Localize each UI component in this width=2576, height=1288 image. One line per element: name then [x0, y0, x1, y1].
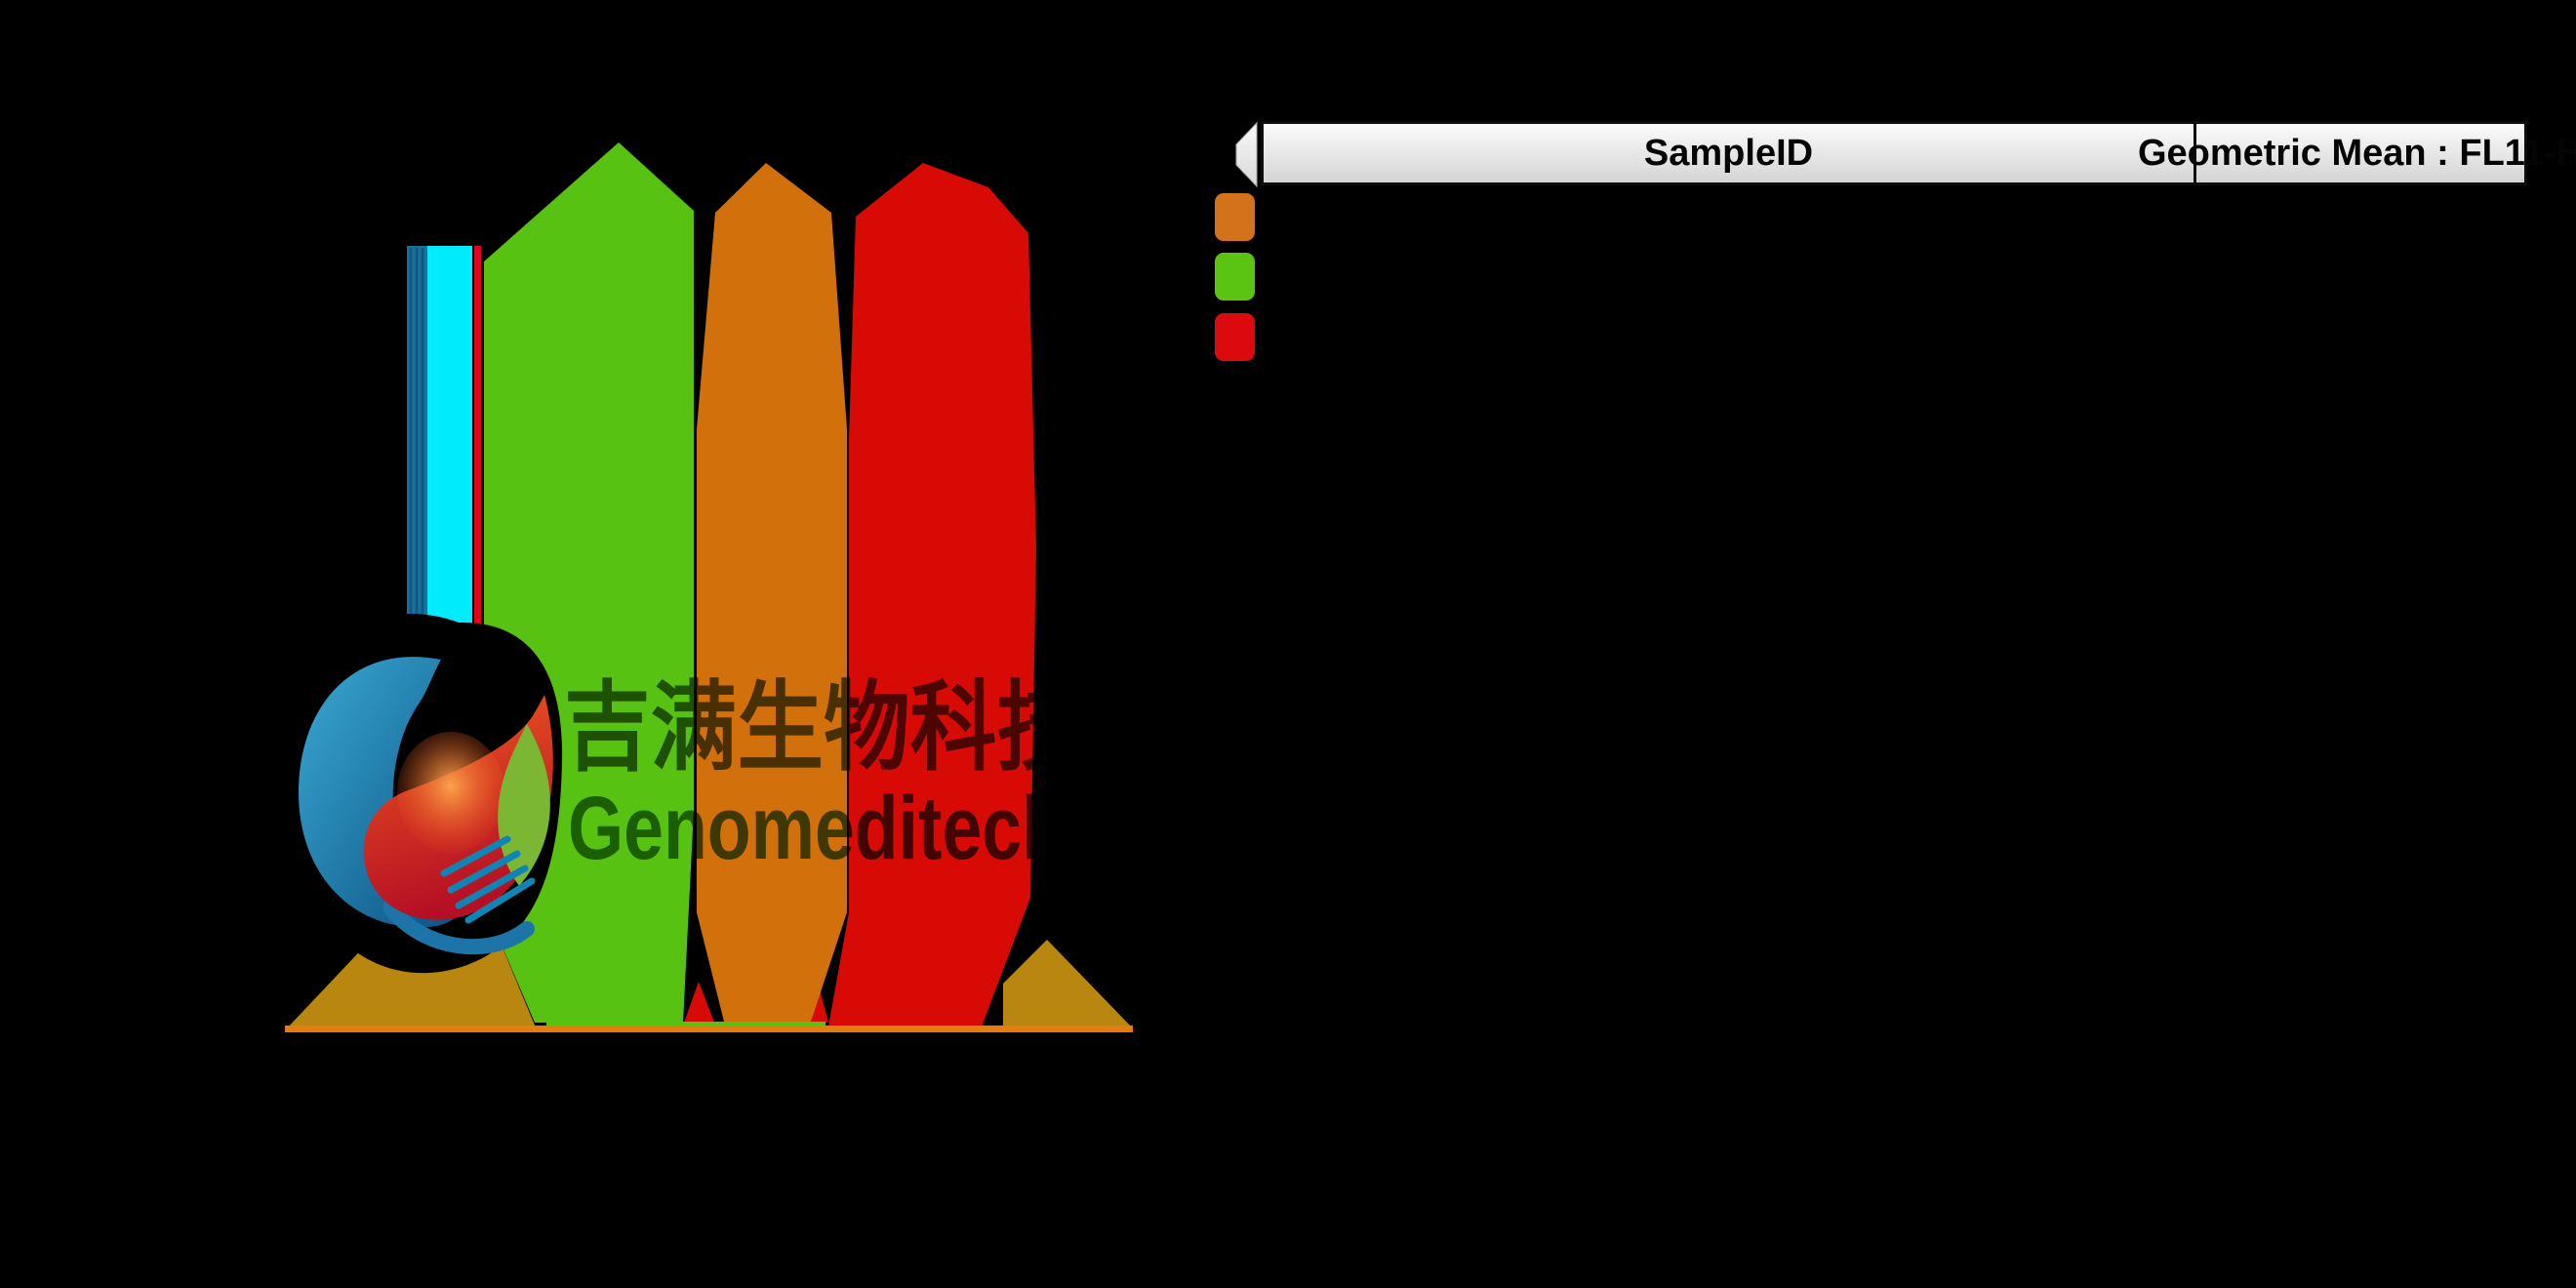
red-baseline-bump-2	[811, 989, 828, 1023]
legend-swatch-green[interactable]	[1215, 253, 1255, 301]
watermark-cn-text: 吉满生物科技	[564, 670, 1083, 785]
column-header-sampleid[interactable]: SampleID	[1643, 132, 1814, 174]
logo-drop-core-icon	[397, 732, 504, 853]
logo-dna-hatch-icon	[440, 835, 536, 924]
logo-green-leaf-icon	[498, 724, 550, 886]
legend-swatch-orange[interactable]	[1215, 193, 1255, 241]
logo-blue-swirl-icon	[299, 657, 468, 928]
olive-wide-right-area	[1003, 940, 1133, 1028]
red-baseline-bump-1	[684, 982, 714, 1023]
watermark-en-text: Genomeditech	[568, 779, 1066, 878]
red-sample-area	[828, 163, 1036, 1026]
baseline-strip	[285, 1026, 1133, 1032]
legend-table-header: SampleID Geometric Mean : FL11-H	[1261, 121, 2576, 185]
genomeditech-logo	[299, 657, 553, 955]
legend-swatch-red[interactable]	[1215, 313, 1255, 361]
column-header-geometric-mean[interactable]: Geometric Mean : FL11-H	[2138, 124, 2576, 182]
orange-sample-area	[697, 163, 847, 1022]
logo-blue-tail-icon	[382, 900, 535, 955]
legend-collapse-arrow-icon[interactable]	[1235, 121, 1258, 188]
